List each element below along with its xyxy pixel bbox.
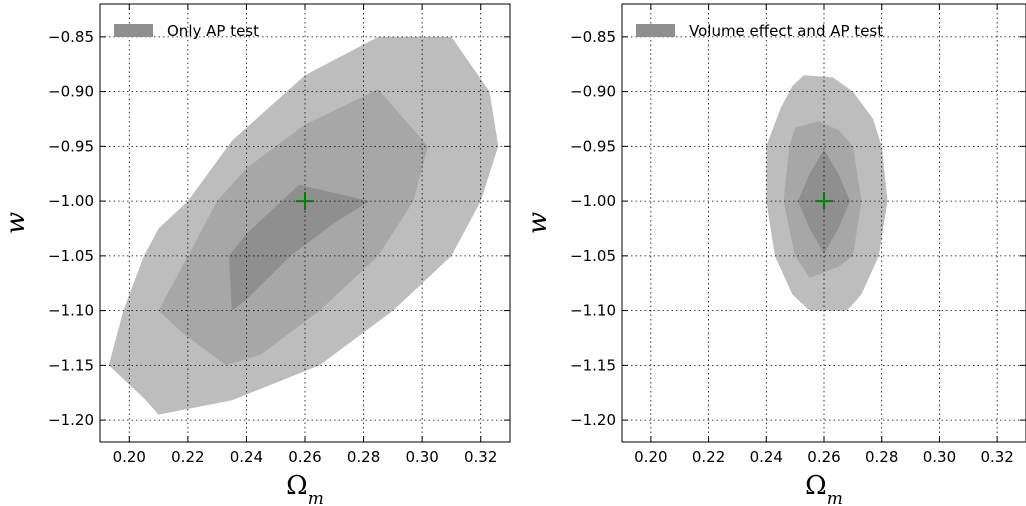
right-y-axis-label: w (523, 212, 553, 234)
right-xtick-label: 0.24 (750, 448, 783, 466)
left-xtick-label: 0.20 (113, 448, 146, 466)
right-xtick-label: 0.28 (865, 448, 898, 466)
right-ytick-label: −0.85 (570, 28, 616, 46)
left-y-axis-label: w (1, 212, 31, 234)
left-legend: Only AP test (114, 22, 259, 40)
left-fiducial-marker (296, 192, 314, 211)
left-ytick-label: −1.15 (48, 356, 94, 374)
left-contour-1-sigma (228, 184, 370, 311)
right-ytick-label: −0.95 (570, 137, 616, 155)
left-xtick-label: 0.32 (464, 448, 497, 466)
right-xtick-label: 0.22 (692, 448, 725, 466)
right-ytick-label: −1.05 (570, 247, 616, 265)
right-ytick-label: −1.00 (570, 192, 616, 210)
right-xtick-label: 0.20 (634, 448, 667, 466)
left-panel: 0.20 0.22 0.24 0.26 0.28 0.30 0.32 −0.85 −0.90 −0… (1, 3, 511, 506)
left-ytick-label: −0.95 (48, 137, 94, 155)
right-legend-label: Volume effect and AP test (689, 22, 883, 40)
right-ytick-label: −0.90 (570, 83, 616, 101)
right-plot-area (622, 4, 1026, 442)
right-ytick-label: −1.20 (570, 411, 616, 429)
right-ytick-label: −1.15 (570, 356, 616, 374)
left-legend-swatch (114, 24, 153, 37)
left-legend-label: Only AP test (167, 22, 259, 40)
right-ytick-label: −1.10 (570, 302, 616, 320)
left-xtick-label: 0.22 (171, 448, 204, 466)
left-ytick-label: −0.85 (48, 28, 94, 46)
right-legend-swatch (636, 24, 675, 37)
left-ytick-label: −1.00 (48, 192, 94, 210)
left-plot-area (100, 4, 510, 442)
left-xtick-label: 0.30 (405, 448, 438, 466)
left-ytick-label: −1.20 (48, 411, 94, 429)
left-xtick-label: 0.24 (230, 448, 263, 466)
right-fiducial-marker (815, 192, 833, 211)
right-xtick-label: 0.30 (923, 448, 956, 466)
right-panel: 0.20 0.22 0.24 0.26 0.28 0.30 0.32 −0.85 −0.90 −0… (523, 3, 1026, 506)
left-xtick-label: 0.26 (288, 448, 321, 466)
right-xtick-label: 0.26 (807, 448, 840, 466)
right-legend: Volume effect and AP test (636, 22, 883, 40)
right-xtick-label: 0.32 (980, 448, 1013, 466)
left-ytick-label: −1.10 (48, 302, 94, 320)
left-ytick-label: −1.05 (48, 247, 94, 265)
left-x-axis-label: Ωm (286, 471, 324, 506)
left-ytick-label: −0.90 (48, 83, 94, 101)
left-xtick-label: 0.28 (347, 448, 380, 466)
right-x-axis-label: Ωm (805, 471, 843, 506)
